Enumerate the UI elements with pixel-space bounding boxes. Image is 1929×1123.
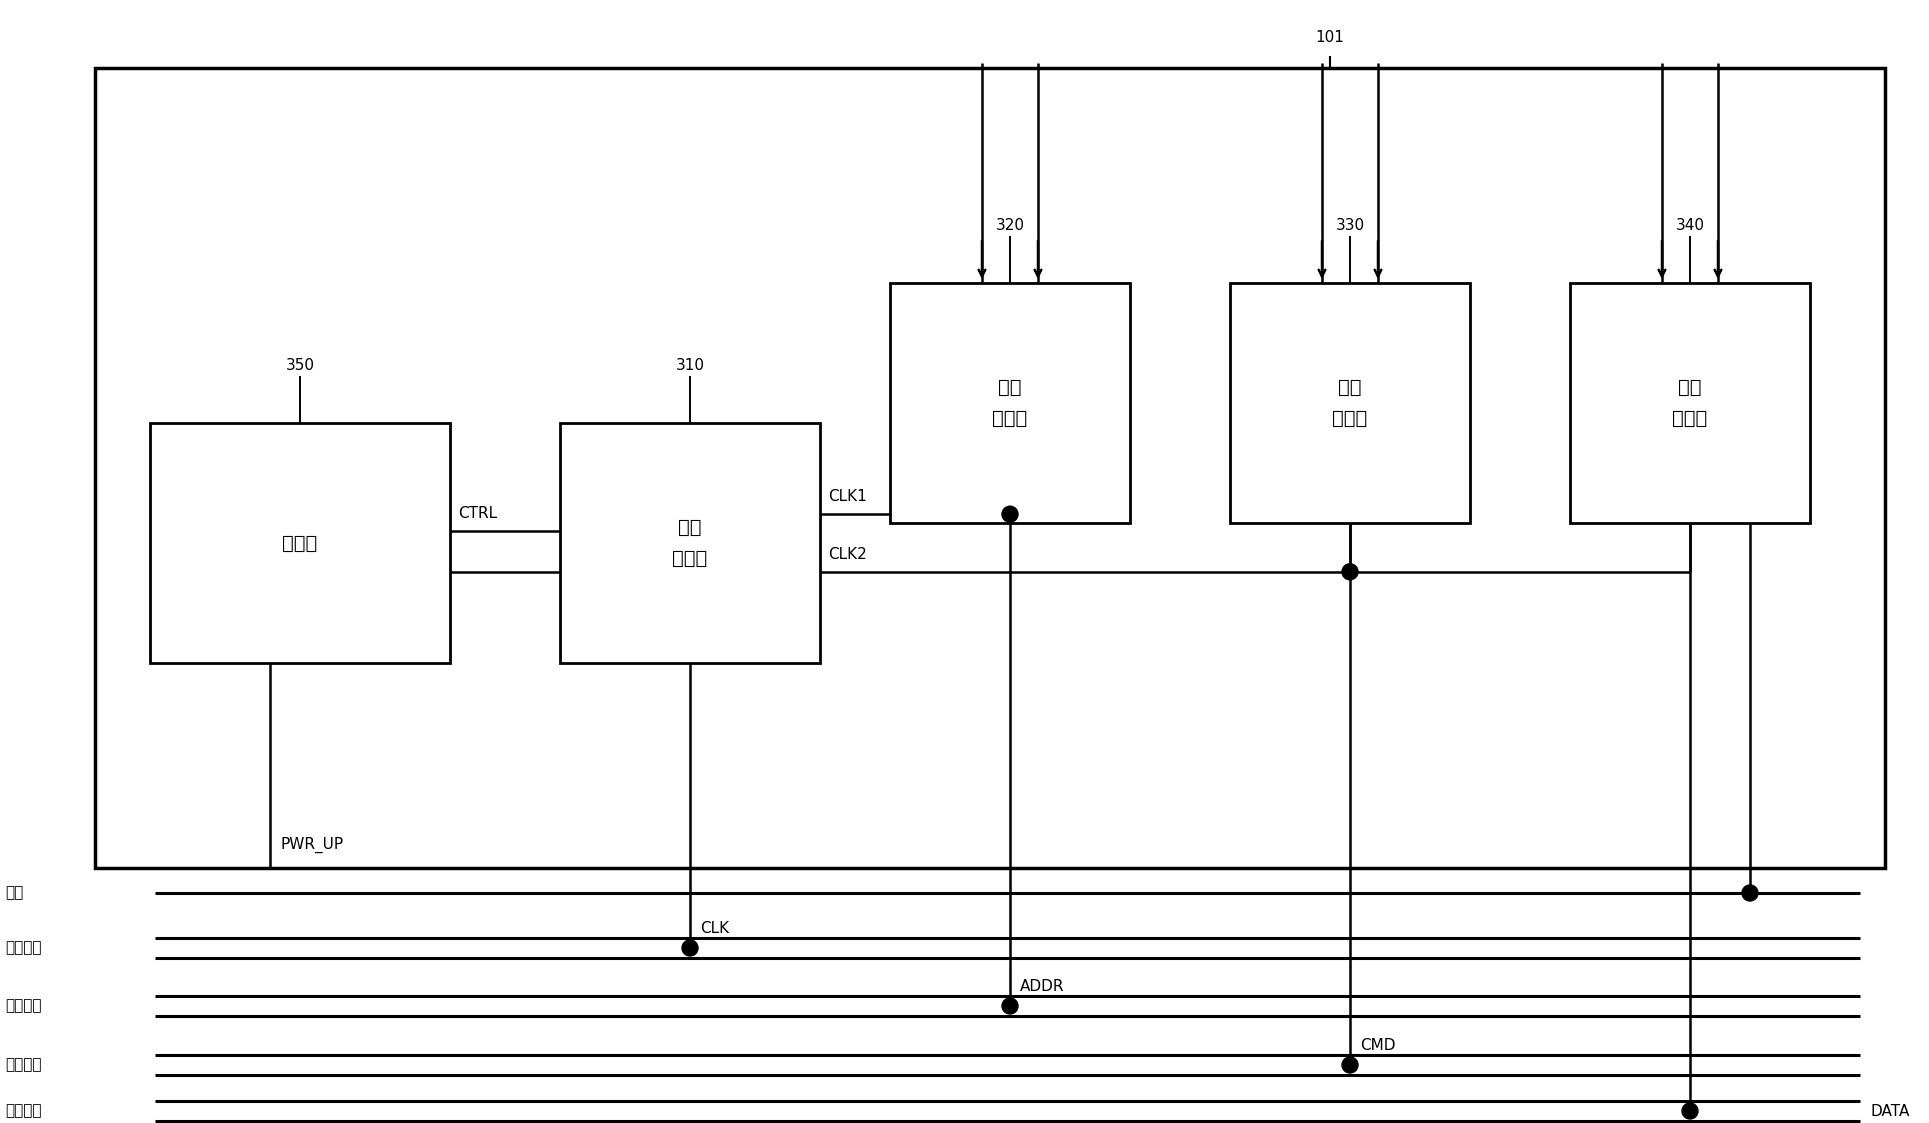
Text: 340: 340 xyxy=(1676,218,1705,232)
Text: CMD: CMD xyxy=(1360,1038,1395,1053)
Text: CTRL: CTRL xyxy=(457,506,498,521)
Circle shape xyxy=(1343,1057,1358,1072)
Text: ADDR: ADDR xyxy=(1020,979,1065,994)
Circle shape xyxy=(1001,506,1019,522)
Circle shape xyxy=(1742,885,1757,901)
Text: 控制器: 控制器 xyxy=(282,533,318,553)
Circle shape xyxy=(1001,998,1019,1014)
Text: 时钟总线: 时钟总线 xyxy=(6,940,42,956)
Text: 地址总线: 地址总线 xyxy=(6,998,42,1013)
Bar xyxy=(150,423,449,663)
Text: 地址
缓冲器: 地址 缓冲器 xyxy=(992,378,1028,428)
Text: 350: 350 xyxy=(285,358,314,373)
Text: CLK2: CLK2 xyxy=(828,547,866,562)
Bar xyxy=(95,69,1885,868)
Circle shape xyxy=(683,940,698,956)
Text: DATA: DATA xyxy=(1869,1104,1910,1119)
Bar xyxy=(559,423,820,663)
Text: 时钟
缓冲器: 时钟 缓冲器 xyxy=(673,518,708,568)
Text: CLK: CLK xyxy=(700,921,729,935)
Text: 330: 330 xyxy=(1335,218,1364,232)
Text: 选通: 选通 xyxy=(6,886,23,901)
Text: 310: 310 xyxy=(675,358,704,373)
Bar xyxy=(889,283,1130,523)
Text: CLK1: CLK1 xyxy=(828,490,866,504)
Circle shape xyxy=(1343,564,1358,579)
Text: 101: 101 xyxy=(1316,30,1345,46)
Circle shape xyxy=(1682,1103,1698,1119)
Bar xyxy=(1231,283,1470,523)
Text: 命令总线: 命令总线 xyxy=(6,1058,42,1072)
Text: 数据
缓冲器: 数据 缓冲器 xyxy=(1672,378,1707,428)
Text: 数据总线: 数据总线 xyxy=(6,1104,42,1119)
Bar xyxy=(1570,283,1809,523)
Text: 320: 320 xyxy=(995,218,1024,232)
Text: 命令
缓冲器: 命令 缓冲器 xyxy=(1333,378,1368,428)
Text: PWR_UP: PWR_UP xyxy=(280,837,343,853)
